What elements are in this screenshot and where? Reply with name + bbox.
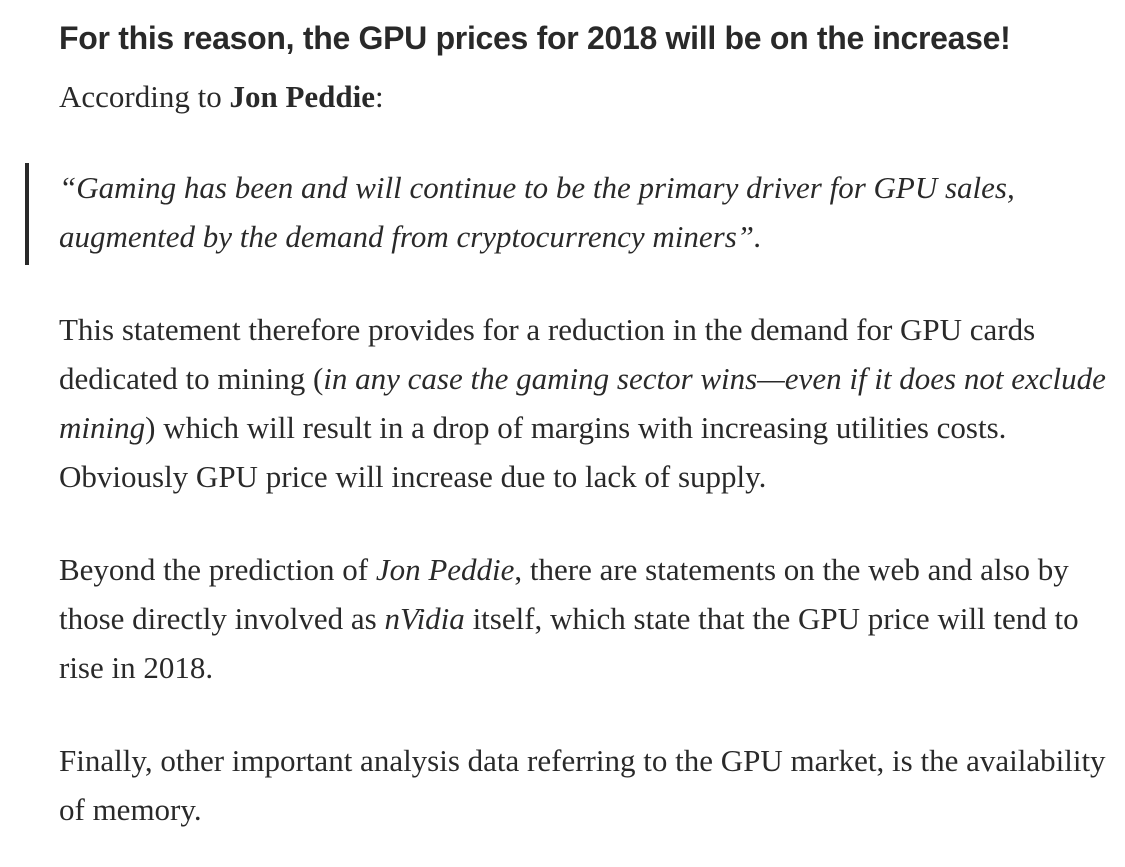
lead-prefix: According to — [59, 79, 230, 114]
paragraph-1: This statement therefore provides for a … — [59, 305, 1109, 501]
author-name: Jon Peddie — [229, 79, 376, 114]
paragraph-2-part3: itself, which state that the GPU price w… — [59, 601, 1079, 685]
paragraph-2-part1: Beyond the prediction of — [59, 552, 376, 587]
paragraph-1-part2: ) which will result in a drop of margins… — [59, 410, 1007, 494]
quote-text: “Gaming has been and will continue to be… — [59, 170, 1015, 254]
quote-bar — [25, 163, 29, 265]
paragraph-1-italic: in any case the gaming sector wins—even … — [59, 361, 1106, 445]
article-body: For this reason, the GPU prices for 2018… — [25, 14, 1109, 834]
paragraph-1-part1: This statement therefore provides for a … — [59, 312, 1036, 396]
paragraph-2-part2: , there are statements on the web and al… — [59, 552, 1069, 636]
paragraph-2-italic1: Jon Peddie — [375, 552, 515, 587]
paragraph-2: Beyond the prediction of Jon Peddie, the… — [59, 545, 1109, 692]
lead-suffix: : — [375, 79, 384, 114]
paragraph-2-italic2: nVidia — [384, 601, 465, 636]
paragraph-3: Finally, other important analysis data r… — [59, 743, 1106, 827]
blockquote: “Gaming has been and will continue to be… — [25, 163, 1109, 265]
section-heading: For this reason, the GPU prices for 2018… — [59, 20, 1011, 56]
lead-paragraph: According to Jon Peddie: — [59, 72, 1109, 121]
